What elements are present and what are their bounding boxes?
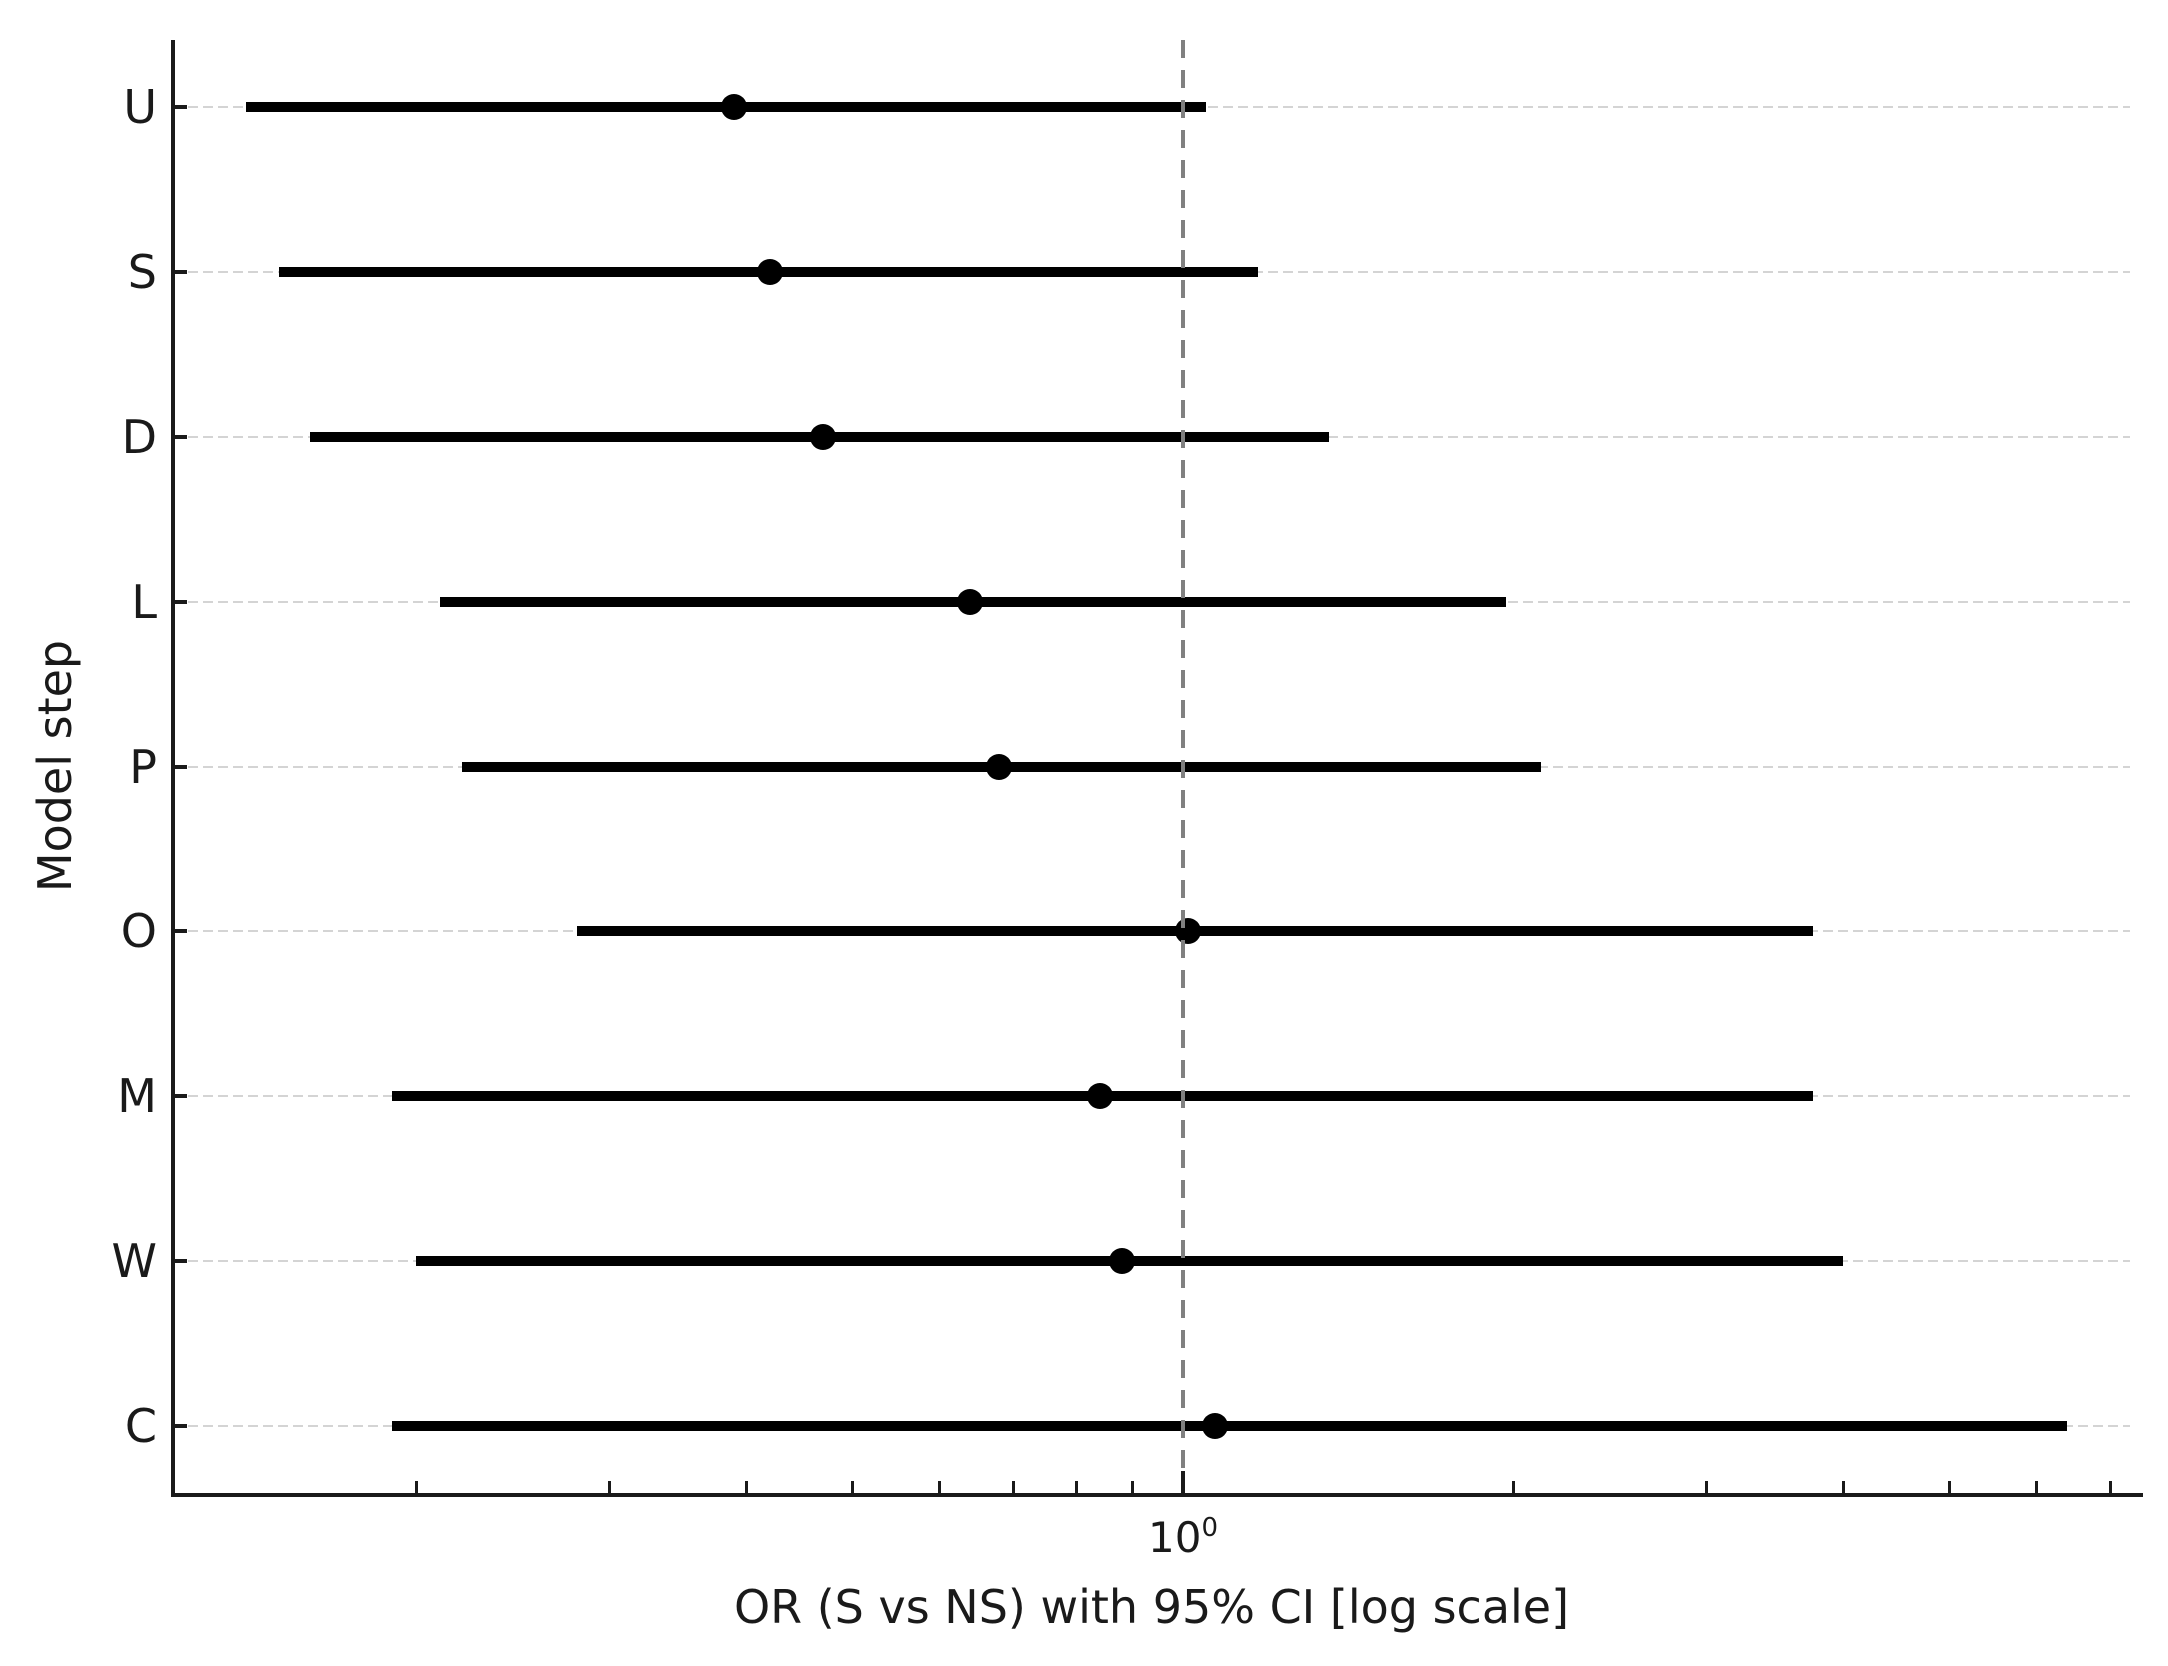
x-minor-tick xyxy=(607,1481,611,1493)
y-tick-label: W xyxy=(111,1234,157,1289)
point-estimate-dot xyxy=(957,588,984,615)
reference-line xyxy=(1181,40,1186,1493)
point-estimate-dot xyxy=(986,753,1013,780)
point-estimate-dot xyxy=(1086,1083,1113,1110)
y-tick-label: D xyxy=(121,409,157,464)
y-tick-label: M xyxy=(117,1069,157,1124)
x-major-tick-label-exponent: 0 xyxy=(1201,1513,1219,1543)
y-tick xyxy=(173,105,187,109)
y-tick xyxy=(173,599,187,604)
x-minor-tick xyxy=(1011,1481,1015,1493)
ci-bar xyxy=(391,1421,2068,1431)
x-minor-tick xyxy=(414,1481,418,1493)
x-minor-tick xyxy=(1841,1481,1845,1493)
x-minor-tick xyxy=(1511,1481,1515,1493)
point-estimate-dot xyxy=(1174,918,1201,945)
y-tick xyxy=(173,1094,187,1099)
y-tick xyxy=(173,269,187,274)
x-minor-tick xyxy=(1075,1481,1079,1493)
y-tick-label: S xyxy=(127,244,157,299)
point-estimate-dot xyxy=(1109,1248,1136,1275)
point-estimate-dot xyxy=(721,94,748,120)
y-tick-label: L xyxy=(131,574,157,629)
x-minor-tick xyxy=(745,1481,749,1493)
x-minor-tick xyxy=(1948,1481,1952,1493)
x-minor-tick xyxy=(2108,1481,2112,1493)
x-minor-tick xyxy=(851,1481,855,1493)
y-tick xyxy=(173,929,187,934)
x-major-tick-label: 100 xyxy=(1093,1513,1273,1562)
x-axis-label: OR (S vs NS) with 95% CI [log scale] xyxy=(733,1580,1570,1634)
y-tick xyxy=(173,1424,187,1428)
y-tick-label: O xyxy=(120,904,157,959)
y-tick-label: C xyxy=(124,1399,157,1453)
y-axis-label: Model step xyxy=(28,639,82,893)
point-estimate-dot xyxy=(756,258,783,285)
y-tick-label: P xyxy=(129,739,157,794)
left-spine xyxy=(171,40,175,1496)
y-tick xyxy=(173,1259,187,1264)
point-estimate-dot xyxy=(810,423,837,450)
y-tick xyxy=(173,434,187,439)
bottom-spine xyxy=(171,1493,2143,1497)
x-major-tick xyxy=(1181,1471,1186,1493)
x-major-tick-label-base: 10 xyxy=(1148,1513,1202,1562)
x-minor-tick xyxy=(938,1481,942,1493)
y-tick xyxy=(173,764,187,769)
x-minor-tick xyxy=(1704,1481,1708,1493)
x-minor-tick xyxy=(2035,1481,2039,1493)
x-minor-tick xyxy=(1131,1481,1135,1493)
y-tick-label: U xyxy=(123,80,157,134)
point-estimate-dot xyxy=(1202,1413,1229,1439)
